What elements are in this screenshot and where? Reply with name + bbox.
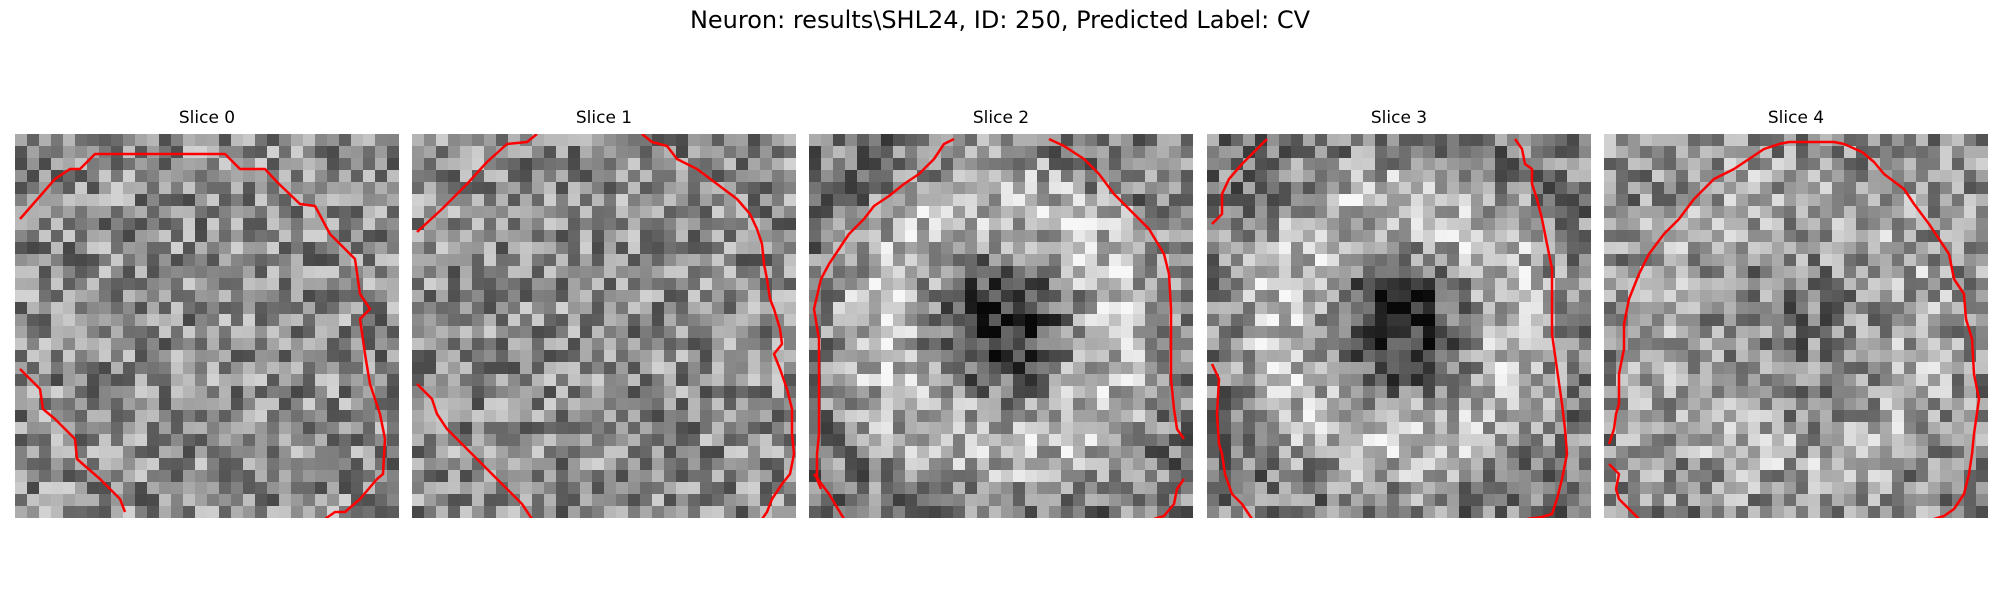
slice-image — [412, 134, 796, 518]
contour-line — [813, 473, 845, 518]
contour-line — [19, 152, 387, 518]
slice-title: Slice 0 — [178, 108, 236, 128]
slice-title: Slice 4 — [1767, 108, 1825, 128]
contour-line — [1211, 138, 1268, 225]
contour-line — [641, 134, 796, 518]
contour-line — [416, 383, 533, 518]
contour-line — [416, 134, 538, 233]
slice-image — [1207, 134, 1591, 518]
slice-svg — [15, 134, 399, 518]
contour-line — [819, 137, 955, 280]
contour-line — [1607, 403, 1621, 445]
contour-line — [19, 368, 127, 513]
slice-title: Slice 2 — [972, 108, 1030, 128]
slice-image — [1604, 134, 1988, 518]
contour-line — [812, 278, 823, 490]
slice-svg — [412, 134, 796, 518]
contour-line — [1608, 463, 1640, 518]
figure-title: Neuron: results\SHL24, ID: 250, Predicte… — [689, 6, 1311, 34]
contour-line — [1153, 478, 1186, 518]
slice-title: Slice 3 — [1370, 108, 1428, 128]
slice-svg — [1207, 134, 1591, 518]
slice-image — [15, 134, 399, 518]
contour-line — [1513, 138, 1569, 518]
contour-line — [1210, 363, 1253, 518]
slice-title: Slice 1 — [575, 108, 633, 128]
slice-image — [809, 134, 1193, 518]
contour-line — [1048, 137, 1186, 440]
contour-line — [1617, 140, 1981, 518]
slice-svg — [1604, 134, 1988, 518]
slice-svg — [809, 134, 1193, 518]
